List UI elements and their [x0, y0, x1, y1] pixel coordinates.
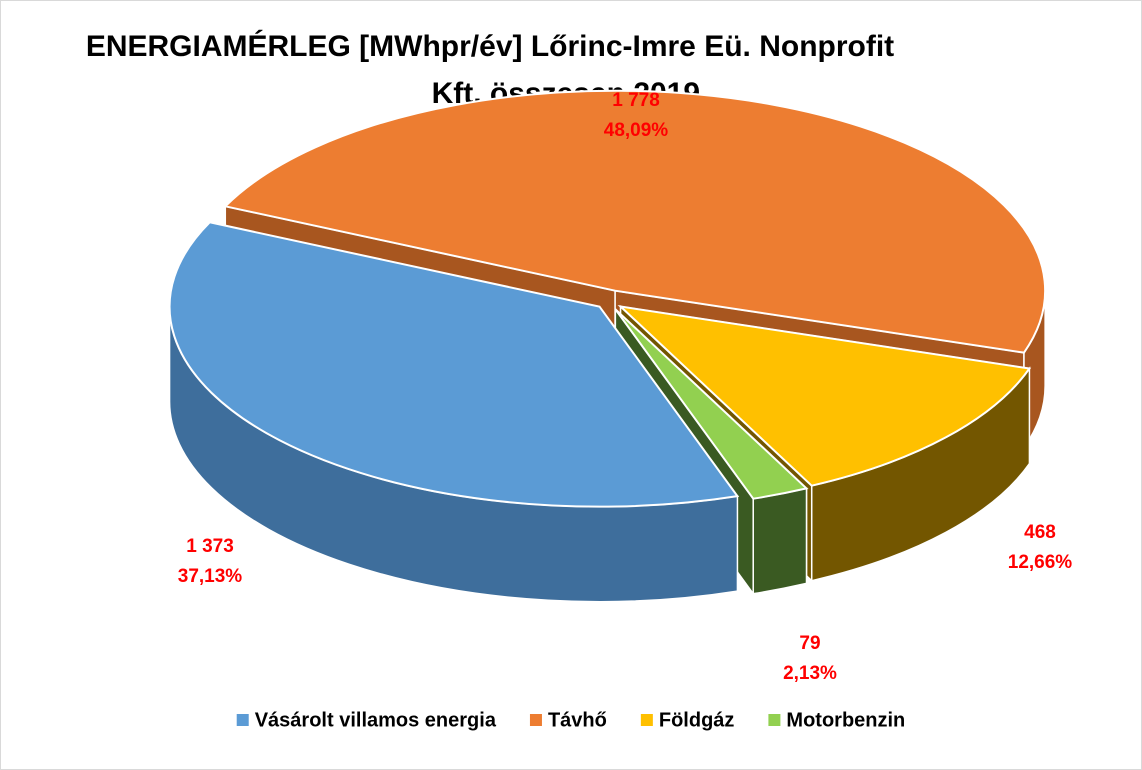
- legend-swatch: [529, 714, 542, 726]
- legend-label: Vásárolt villamos energia: [255, 709, 497, 731]
- slice: [614, 308, 809, 500]
- percent-label: 48,09%: [604, 120, 669, 141]
- legend-swatch: [640, 714, 653, 726]
- data-labels: 1 373 37,13% 1 778 48,09% 468 12,66% 79 2,13%: [178, 90, 1073, 684]
- legend: Vásárolt villamos energia Távhő Földgáz Mot…: [236, 709, 905, 731]
- pie-tops: [168, 89, 1047, 508]
- legend-label: Földgáz: [659, 709, 735, 731]
- value-label: 1 778: [612, 90, 660, 111]
- slice: [168, 221, 740, 508]
- slice-side: [752, 487, 808, 595]
- value-label: 79: [799, 633, 820, 654]
- value-label: 1 373: [186, 536, 234, 557]
- legend-label: Motorbenzin: [786, 709, 905, 731]
- slice: [223, 89, 1047, 354]
- percent-label: 37,13%: [178, 566, 243, 587]
- percent-label: 2,13%: [783, 663, 837, 684]
- percent-label: 12,66%: [1008, 552, 1073, 573]
- legend-swatch: [236, 714, 249, 726]
- legend-label: Távhő: [548, 709, 607, 731]
- value-label: 468: [1024, 522, 1056, 543]
- slice: [617, 305, 1032, 487]
- legend-swatch: [768, 714, 781, 726]
- chart-title: ENERGIAMÉRLEG [MWhpr/év] Lőrinc-Imre Eü.…: [86, 29, 894, 63]
